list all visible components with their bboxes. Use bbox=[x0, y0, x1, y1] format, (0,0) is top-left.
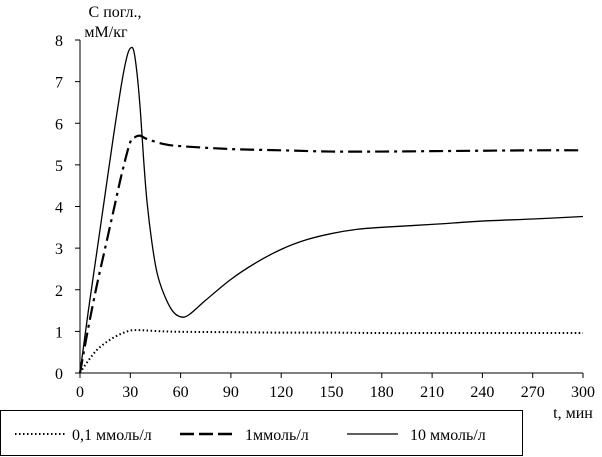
series-layer bbox=[78, 46, 584, 374]
y-tick-label: 0 bbox=[55, 366, 63, 383]
x-tick-label: 60 bbox=[173, 384, 189, 401]
ticks: 0 30 60 90 120 150 180 210 240 270 300 0 1 2 3 4 5 6 7 8 bbox=[55, 33, 595, 401]
y-tick-label: 3 bbox=[55, 241, 63, 258]
y-tick-label: 7 bbox=[55, 75, 63, 92]
legend-label-1: 0,1 ммоль/л bbox=[72, 427, 152, 444]
x-tick-label: 30 bbox=[122, 384, 138, 401]
series-line-1 bbox=[79, 329, 583, 374]
y-axis-label-line1: C погл., bbox=[89, 4, 142, 21]
y-tick-label: 2 bbox=[55, 283, 63, 300]
x-axis-label: t, мин bbox=[553, 405, 593, 422]
legend: 0,1 ммоль/л 1ммоль/л 10 ммоль/л bbox=[0, 410, 523, 456]
legend-label-3: 10 ммоль/л bbox=[410, 427, 486, 444]
x-tick-label: 120 bbox=[269, 384, 293, 401]
x-tick-label: 270 bbox=[521, 384, 545, 401]
x-tick-label: 240 bbox=[470, 384, 494, 401]
y-tick-label: 4 bbox=[55, 200, 63, 217]
x-tick-label: 150 bbox=[320, 384, 344, 401]
axes bbox=[79, 40, 583, 374]
series-line-2 bbox=[78, 134, 584, 374]
y-axis-label-line2: мМ/кг bbox=[84, 24, 128, 41]
series-line-3 bbox=[79, 46, 584, 374]
y-tick-label: 5 bbox=[55, 158, 63, 175]
y-tick-label: 6 bbox=[55, 116, 63, 133]
y-tick-label: 1 bbox=[55, 324, 63, 341]
x-tick-label: 300 bbox=[571, 384, 595, 401]
x-tick-label: 210 bbox=[420, 384, 444, 401]
x-tick-label: 90 bbox=[223, 384, 239, 401]
y-tick-label: 8 bbox=[55, 33, 63, 50]
x-tick-label: 0 bbox=[76, 384, 84, 401]
x-tick-label: 180 bbox=[370, 384, 394, 401]
legend-box bbox=[0, 410, 523, 456]
legend-label-2: 1ммоль/л bbox=[245, 427, 309, 444]
